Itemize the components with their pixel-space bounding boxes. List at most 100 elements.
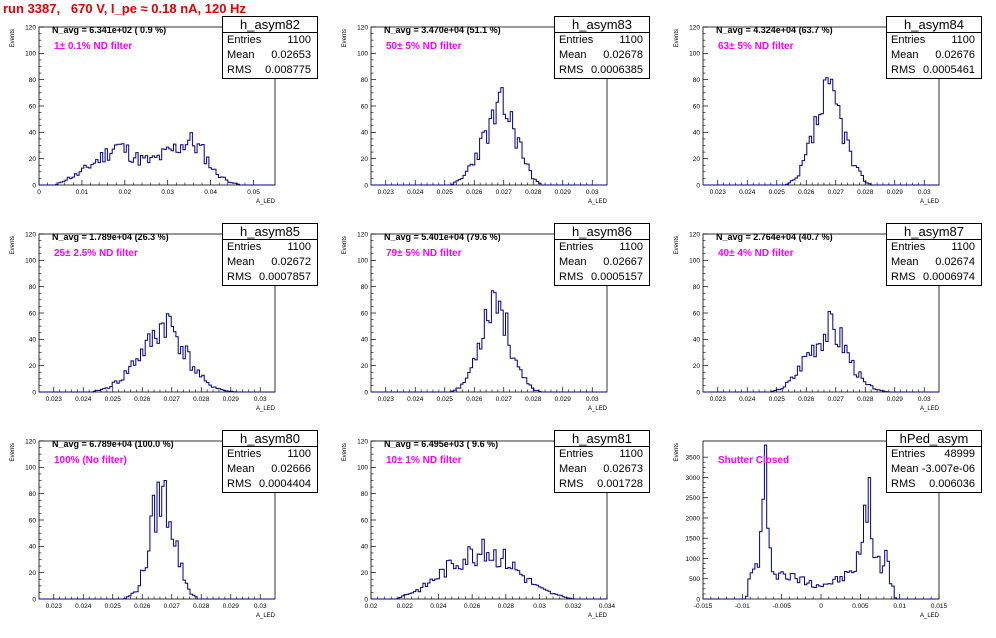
stats-rms-row: RMS 0.0005157 — [555, 270, 649, 285]
histogram-title: h_asym87 — [887, 224, 981, 240]
x-tick-label: 0.025 — [105, 603, 122, 610]
stats-entries-value: 1100 — [619, 448, 643, 460]
filter-label: 50± 5% ND filter — [386, 41, 462, 52]
x-tick-label: 0.025 — [769, 396, 786, 403]
x-tick-label: 0.028 — [525, 396, 542, 403]
stats-mean-row: Mean 0.02676 — [887, 48, 981, 63]
stats-box: h_asym84 Entries 1100 Mean 0.02676 RMS 0.00054… — [886, 16, 982, 79]
x-tick-label: 0.024 — [75, 396, 92, 403]
n-avg-label: N_avg = 4.324e+04 (63.7 %) — [716, 25, 833, 35]
y-tick-label: 40 — [693, 130, 701, 137]
histogram-panel-h_asym81: 0.02 0.022 0.024 0.026 0.028 0.03 0.032 0.034 0 2… — [332, 430, 664, 638]
histogram-title: h_asym83 — [555, 17, 649, 33]
y-tick-label: 60 — [693, 103, 701, 110]
x-tick-label: 0.026 — [466, 189, 483, 196]
x-tick-label: 0.02 — [118, 189, 131, 196]
histogram-plot-h_asym87: 0.023 0.024 0.025 0.026 0.027 0.028 0.029 0.03 0… — [674, 231, 940, 412]
histogram-plot-h_asym80: 0.023 0.024 0.025 0.026 0.027 0.028 0.029 0.03 0… — [10, 438, 276, 619]
y-tick-label: 20 — [693, 156, 701, 163]
y-axis-label: Events — [342, 236, 348, 254]
y-axis-label: Events — [674, 443, 680, 461]
stats-rms-value: 0.0006385 — [591, 64, 643, 76]
histogram-panel-h_asym86: 0.023 0.024 0.025 0.026 0.027 0.028 0.029 0.03 0… — [332, 223, 664, 431]
y-tick-label: 20 — [693, 363, 701, 370]
x-tick-label: 0.026 — [798, 189, 815, 196]
y-axis-label: Events — [10, 236, 16, 254]
stats-mean-label: Mean — [227, 49, 255, 61]
stats-mean-row: Mean 0.02672 — [223, 255, 317, 270]
stats-mean-label: Mean — [227, 463, 255, 475]
stats-rms-label: RMS — [559, 478, 584, 490]
x-tick-label: 0.024 — [407, 396, 424, 403]
x-tick-label: 0.01 — [76, 189, 89, 196]
stats-entries-label: Entries — [227, 34, 262, 46]
y-tick-label: 100 — [357, 51, 368, 58]
y-tick-label: 0 — [364, 596, 368, 603]
x-axis-label: A_LED — [920, 613, 940, 619]
x-tick-label: 0.03 — [586, 396, 599, 403]
filter-label: 1± 0.1% ND filter — [54, 41, 133, 52]
x-axis-label: A_LED — [256, 613, 276, 619]
histogram-plot-h_asym86: 0.023 0.024 0.025 0.026 0.027 0.028 0.029 0.03 0… — [342, 231, 608, 412]
stats-box: h_asym81 Entries 1100 Mean 0.02673 RMS 0.00172… — [554, 430, 650, 493]
filter-label: 63± 5% ND filter — [718, 41, 794, 52]
n-avg-label: N_avg = 2.764e+04 (40.7 %) — [716, 232, 833, 242]
x-tick-label: 0.03 — [586, 189, 599, 196]
histogram-plot-h_asym81: 0.02 0.022 0.024 0.026 0.028 0.03 0.032 0.034 0 2… — [342, 438, 616, 619]
x-tick-label: 0.023 — [378, 189, 395, 196]
stats-box: h_asym87 Entries 1100 Mean 0.02674 RMS 0.00069… — [886, 223, 982, 286]
x-tick-label: 0.027 — [496, 396, 513, 403]
x-tick-label: 0.034 — [599, 603, 616, 610]
x-tick-label: 0.05 — [247, 189, 260, 196]
stats-rms-value: 0.0007857 — [259, 271, 311, 283]
stats-mean-row: Mean -3.007e-06 — [887, 462, 981, 477]
y-tick-label: 20 — [29, 363, 37, 370]
x-tick-label: 0.025 — [769, 189, 786, 196]
x-tick-label: 0.024 — [739, 396, 756, 403]
stats-mean-label: Mean — [891, 256, 919, 268]
stats-entries-value: 48999 — [944, 448, 975, 460]
stats-mean-row: Mean 0.02674 — [887, 255, 981, 270]
x-tick-label: 0.023 — [710, 396, 727, 403]
stats-entries-label: Entries — [559, 241, 594, 253]
x-tick-label: -0.01 — [735, 603, 750, 610]
x-tick-label: 0.024 — [407, 189, 424, 196]
stats-entries-value: 1100 — [619, 34, 643, 46]
x-tick-label: 0.027 — [164, 396, 181, 403]
stats-rms-label: RMS — [227, 271, 252, 283]
stats-rms-label: RMS — [559, 271, 584, 283]
stats-mean-row: Mean 0.02653 — [223, 48, 317, 63]
stats-box: h_asym82 Entries 1100 Mean 0.02653 RMS 0.00877… — [222, 16, 318, 79]
x-tick-label: 0.027 — [828, 396, 845, 403]
stats-entries-label: Entries — [227, 241, 262, 253]
histogram-series — [39, 313, 275, 393]
stats-mean-row: Mean 0.02678 — [555, 48, 649, 63]
stats-rms-row: RMS 0.0006974 — [887, 270, 981, 285]
y-tick-label: 2000 — [686, 515, 701, 522]
y-tick-label: 0 — [696, 182, 700, 189]
x-tick-label: 0.026 — [134, 603, 151, 610]
histogram-panel-h_asym84: 0.023 0.024 0.025 0.026 0.027 0.028 0.029 0.03 0… — [664, 16, 996, 224]
x-tick-label: -0.005 — [772, 603, 791, 610]
x-tick-label: -0.015 — [694, 603, 713, 610]
x-tick-label: 0.025 — [437, 396, 454, 403]
histogram-panel-hPed_asym: -0.015 -0.01 -0.005 0 0.005 0.01 0.015 0 500 1000… — [664, 430, 996, 638]
stats-entries-label: Entries — [891, 448, 926, 460]
x-tick-label: 0.024 — [430, 603, 447, 610]
stats-rms-label: RMS — [227, 478, 252, 490]
stats-rms-label: RMS — [891, 271, 916, 283]
y-tick-label: 60 — [29, 517, 37, 524]
y-tick-label: 80 — [361, 491, 369, 498]
filter-label: 25± 2.5% ND filter — [54, 248, 138, 259]
x-axis-label: A_LED — [588, 406, 608, 412]
stats-entries-row: Entries 1100 — [223, 33, 317, 48]
x-tick-label: 0.026 — [798, 396, 815, 403]
x-tick-label: 0.024 — [739, 189, 756, 196]
stats-box: h_asym83 Entries 1100 Mean 0.02678 RMS 0.00063… — [554, 16, 650, 79]
x-axis-label: A_LED — [256, 406, 276, 412]
x-tick-label: 0.028 — [193, 603, 210, 610]
stats-mean-value: 0.02674 — [935, 256, 975, 268]
histogram-series — [39, 132, 275, 186]
x-tick-label: 0.023 — [710, 189, 727, 196]
y-tick-label: 40 — [29, 337, 37, 344]
